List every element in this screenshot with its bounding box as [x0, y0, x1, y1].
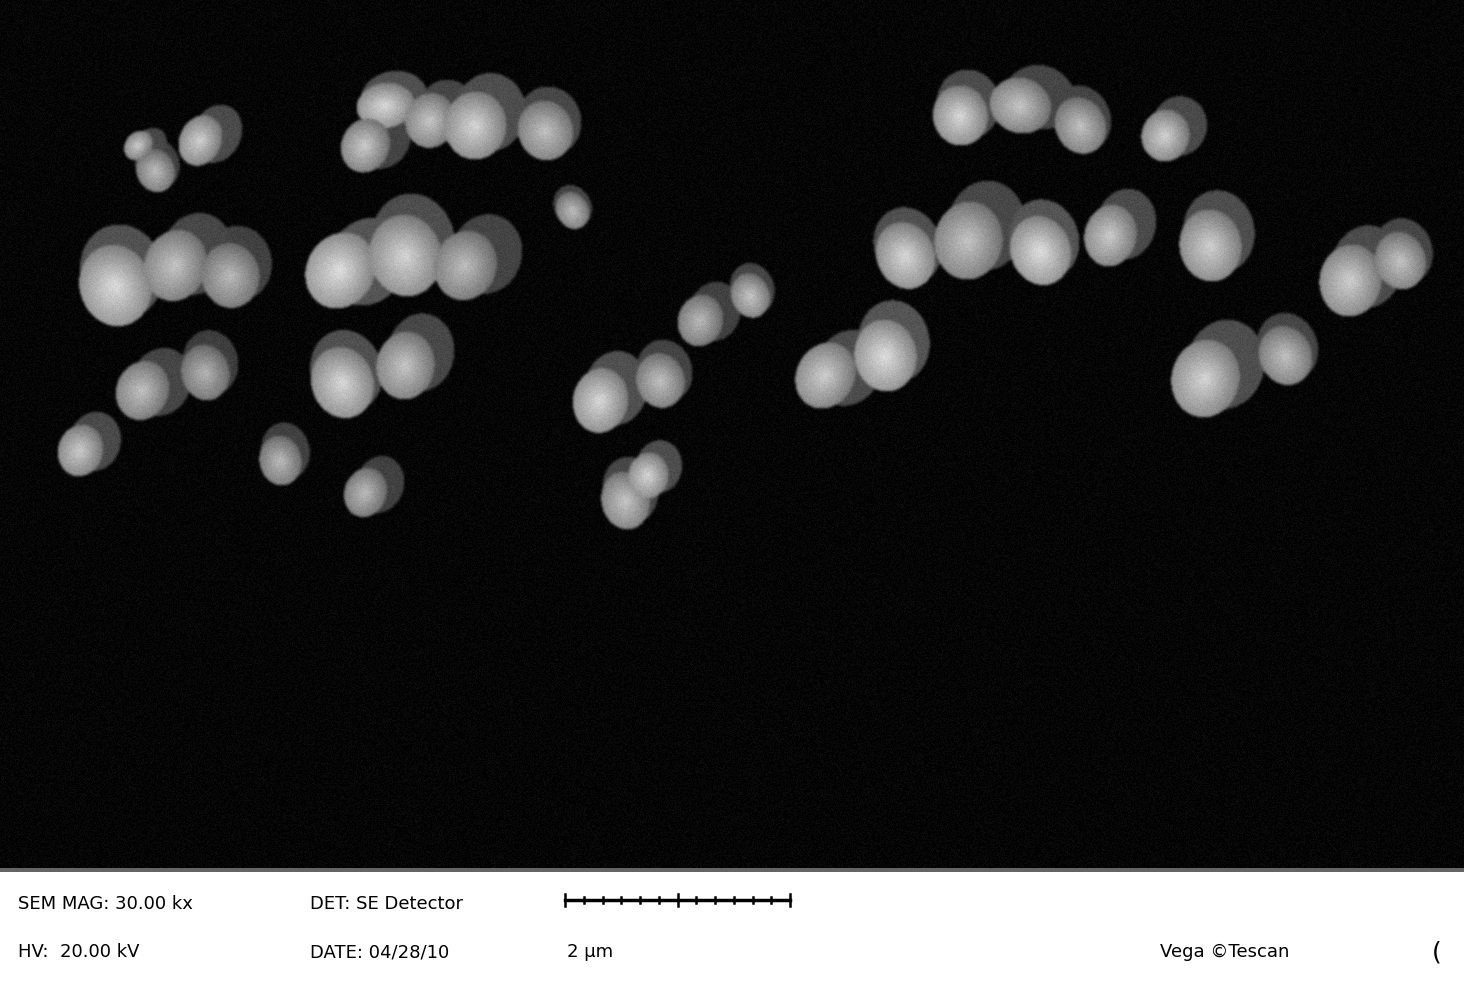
Text: DATE: 04/28/10: DATE: 04/28/10 — [310, 943, 449, 961]
Text: DET: SE Detector: DET: SE Detector — [310, 895, 463, 913]
Text: (: ( — [1432, 940, 1442, 964]
Text: 2 μm: 2 μm — [567, 943, 613, 961]
Text: SEM MAG: 30.00 kx: SEM MAG: 30.00 kx — [18, 895, 193, 913]
Text: Vega ©Tescan: Vega ©Tescan — [1159, 943, 1290, 961]
Text: HV:  20.00 kV: HV: 20.00 kV — [18, 943, 139, 961]
